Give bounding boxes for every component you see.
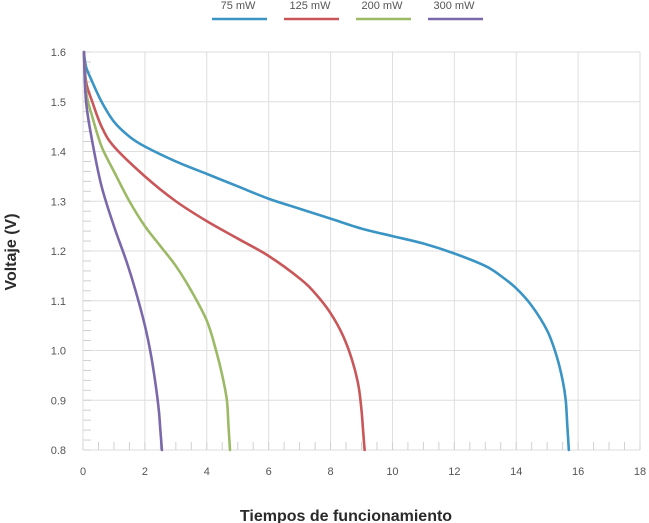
y-tick-label: 0.9 xyxy=(51,395,66,407)
x-tick-labels: 0 2 4 6 8 10 12 14 16 18 xyxy=(80,466,646,478)
y-tick-label: 1.4 xyxy=(51,147,66,159)
series-line-200-mw xyxy=(82,50,232,452)
x-tick-label: 16 xyxy=(572,466,584,478)
y-tick-label: 1.3 xyxy=(51,196,66,208)
x-tick-label: 0 xyxy=(80,466,86,478)
x-tick-label: 18 xyxy=(634,466,646,478)
minor-ticks xyxy=(82,51,641,451)
y-tick-label: 1.2 xyxy=(51,246,66,258)
series-lines xyxy=(82,50,571,452)
y-tick-label: 0.8 xyxy=(51,445,66,457)
legend-label: 300 mW xyxy=(434,0,476,12)
series-line-125-mw xyxy=(82,50,366,452)
x-tick-label: 14 xyxy=(510,466,522,478)
legend: 75 mW 125 mW 200 mW 300 mW xyxy=(212,0,483,21)
y-tick-label: 1.5 xyxy=(51,97,66,109)
legend-label: 200 mW xyxy=(362,0,404,12)
x-axis-title: Tiempos de funcionamiento xyxy=(240,508,452,523)
legend-label: 125 mW xyxy=(290,0,332,12)
x-tick-label: 12 xyxy=(448,466,460,478)
x-tick-label: 2 xyxy=(142,466,148,478)
grid xyxy=(82,51,641,451)
x-tick-label: 8 xyxy=(327,466,333,478)
y-tick-label: 1.1 xyxy=(51,296,66,308)
y-axis-title: Voltaje (V) xyxy=(3,213,20,290)
legend-label: 75 mW xyxy=(221,0,256,12)
y-tick-labels: 0.8 0.9 1.0 1.1 1.2 1.3 1.4 1.5 1.6 xyxy=(51,47,66,457)
x-tick-label: 6 xyxy=(266,466,272,478)
y-tick-label: 1.0 xyxy=(51,346,66,358)
series-line-300-mw xyxy=(82,50,164,452)
series-line-75-mw xyxy=(82,50,571,452)
y-tick-label: 1.6 xyxy=(51,47,66,59)
x-tick-label: 4 xyxy=(204,466,210,478)
x-tick-label: 10 xyxy=(386,466,398,478)
